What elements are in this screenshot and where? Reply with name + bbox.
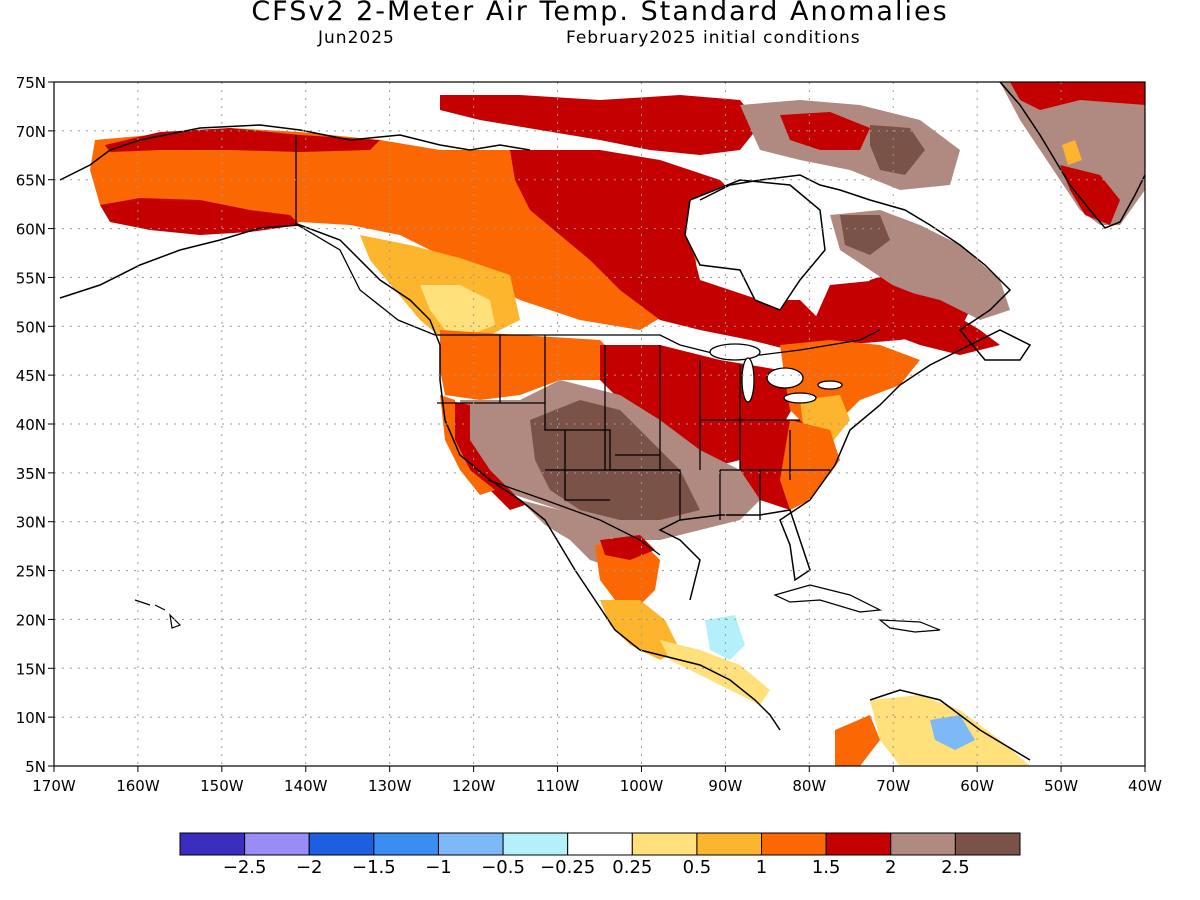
hawaii	[134, 599, 182, 629]
colorbar-label: −0.5	[481, 857, 525, 878]
anomaly-region-south-america-orange	[835, 715, 880, 766]
anomaly-region-mexico-light-orange	[600, 600, 680, 660]
lat-label: 55N	[16, 269, 46, 287]
lon-label: 140W	[284, 777, 328, 795]
great-lakes	[709, 343, 843, 404]
colorbar-label: −1.5	[352, 857, 396, 878]
lat-label: 25N	[16, 563, 46, 581]
lat-label: 45N	[16, 367, 46, 385]
map-plot-area	[59, 82, 1145, 766]
colorbar-swatch	[890, 832, 956, 856]
colorbar-swatch	[825, 832, 892, 856]
lon-label: 110W	[536, 777, 580, 795]
lat-label: 10N	[16, 709, 46, 727]
colorbar-label: 2	[885, 857, 896, 878]
map-title: CFSv2 2-Meter Air Temp. Standard Anomali…	[251, 0, 949, 27]
latitude-labels: 75N 70N 65N 60N 55N 50N 45N 40N 35N 30N 25N 20N 15N 1…	[16, 74, 54, 776]
lat-label: 30N	[16, 514, 46, 532]
lon-label: 120W	[452, 777, 496, 795]
lat-label: 50N	[16, 318, 46, 336]
anomaly-region-labrador-dark-brown	[840, 215, 890, 255]
anomaly-region-eastern-canada-red	[810, 280, 1000, 355]
colorbar-label: −0.25	[540, 857, 595, 878]
lon-label: 70W	[876, 777, 910, 795]
anomaly-region-southeast-orange	[780, 420, 840, 510]
colorbar-label: 1	[756, 857, 767, 878]
lon-label: 170W	[32, 777, 76, 795]
lon-label: 50W	[1044, 777, 1078, 795]
lat-label: 5N	[25, 758, 46, 776]
colorbar-swatch	[954, 832, 1021, 856]
lat-label: 40N	[16, 416, 46, 434]
anomaly-region-greenland-red	[1010, 82, 1145, 110]
lat-label: 35N	[16, 465, 46, 483]
colorbar-swatch	[567, 832, 633, 856]
lat-label: 15N	[16, 660, 46, 678]
lon-label: 150W	[200, 777, 244, 795]
initial-conditions: February2025 initial conditions	[566, 28, 861, 48]
anomaly-region-greenland-south-red	[1060, 165, 1120, 225]
longitude-labels: 170W 160W 150W 140W 130W 120W 110W 100W 90W 80W 70…	[32, 766, 1162, 795]
political-borders	[295, 135, 881, 556]
colorbar-label: 0.5	[683, 857, 712, 878]
anomaly-region-baffin-dark-brown	[870, 125, 925, 175]
anomaly-region-california-orange	[440, 395, 495, 495]
colorbar	[179, 832, 1021, 856]
anomaly-region-alaska-south-red	[100, 198, 300, 235]
forecast-month: Jun2025	[318, 28, 395, 48]
colorbar-swatch	[308, 832, 375, 856]
colorbar-label: −1	[425, 857, 452, 878]
colorbar-swatch	[696, 832, 763, 856]
anomaly-region-arctic-islands-red	[440, 95, 760, 155]
lon-label: 80W	[792, 777, 826, 795]
colorbar-label: 1.5	[812, 857, 841, 878]
anomaly-region-south-america-blue	[930, 715, 975, 750]
caribbean-islands	[773, 584, 941, 633]
lon-label: 160W	[116, 777, 160, 795]
lat-label: 75N	[16, 74, 46, 92]
colorbar-swatch	[761, 832, 827, 856]
lat-label: 65N	[16, 172, 46, 190]
anomaly-region-bc-yellow	[420, 285, 495, 335]
colorbar-label: −2	[296, 857, 323, 878]
anomaly-region-pacific-nw-orange	[440, 330, 620, 400]
colorbar-swatch	[373, 832, 439, 856]
lat-label: 60N	[16, 221, 46, 239]
anomaly-region-california-red	[445, 400, 525, 510]
anomaly-region-greenland-yellow	[1062, 140, 1082, 165]
colorbar-swatch	[631, 832, 698, 856]
lon-label: 90W	[708, 777, 742, 795]
greenland-coastline	[999, 82, 1145, 229]
gridlines	[54, 82, 1145, 766]
lat-label: 70N	[16, 123, 46, 141]
lon-label: 40W	[1128, 777, 1162, 795]
colorbar-swatch	[502, 832, 569, 856]
coastline	[59, 124, 1032, 761]
anomaly-region-baffin-red	[780, 112, 870, 150]
colorbar-swatch	[179, 832, 246, 856]
colorbar-labels: −2.5 −2 −1.5 −1 −0.5 −0.25 0.25 0.5 1 1.5 2 2.5	[223, 857, 970, 878]
colorbar-label: −2.5	[223, 857, 267, 878]
colorbar-swatch	[244, 832, 310, 856]
lon-label: 60W	[960, 777, 994, 795]
colorbar-label: 0.25	[612, 857, 652, 878]
lat-label: 20N	[16, 611, 46, 629]
hudson-bay-coastline	[684, 179, 826, 311]
lon-label: 100W	[620, 777, 664, 795]
anomaly-region-central-america-light-blue	[705, 615, 745, 660]
colorbar-swatch	[437, 832, 504, 856]
colorbar-label: 2.5	[941, 857, 970, 878]
lon-label: 130W	[368, 777, 412, 795]
anomaly-region-alaska-north-red	[105, 128, 380, 152]
